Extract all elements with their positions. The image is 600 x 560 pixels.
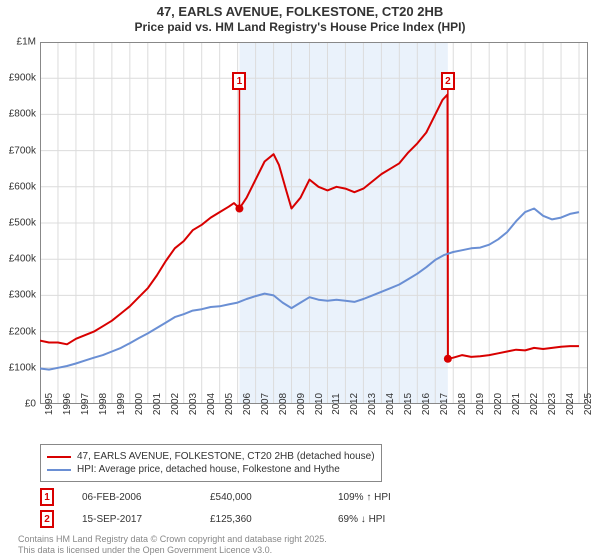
event-num: 2 [40, 510, 54, 528]
event-row: 2 15-SEP-2017 £125,360 69% ↓ HPI [40, 510, 458, 528]
event-pct: 109% ↑ HPI [338, 492, 458, 503]
legend-item: HPI: Average price, detached house, Folk… [47, 464, 375, 475]
x-axis-label: 2013 [363, 393, 378, 415]
chart-title: 47, EARLS AVENUE, FOLKESTONE, CT20 2HB [0, 4, 600, 19]
x-axis-label: 2010 [310, 393, 325, 415]
event-pct: 69% ↓ HPI [338, 514, 458, 525]
x-axis-label: 2003 [184, 393, 199, 415]
x-axis-label: 2004 [202, 393, 217, 415]
x-axis-label: 2014 [381, 393, 396, 415]
event-price: £540,000 [210, 492, 310, 503]
y-axis-label: £300k [9, 290, 40, 301]
x-axis-label: 2012 [345, 393, 360, 415]
plot-area: £0£100k£200k£300k£400k£500k£600k£700k£80… [40, 42, 588, 404]
event-date: 15-SEP-2017 [82, 514, 182, 525]
x-axis-label: 2000 [130, 393, 145, 415]
x-axis-label: 2001 [148, 393, 163, 415]
x-axis-label: 1996 [58, 393, 73, 415]
x-axis-label: 2009 [292, 393, 307, 415]
x-axis-label: 2021 [507, 393, 522, 415]
titles: 47, EARLS AVENUE, FOLKESTONE, CT20 2HB P… [0, 0, 600, 34]
legend-swatch [47, 469, 71, 471]
y-axis-label: £700k [9, 145, 40, 156]
x-axis-label: 2006 [238, 393, 253, 415]
y-axis-label: £200k [9, 326, 40, 337]
y-axis-label: £400k [9, 254, 40, 265]
event-table: 1 06-FEB-2006 £540,000 109% ↑ HPI 2 15-SEP-20… [40, 484, 458, 532]
footer-line-2: This data is licensed under the Open Gov… [18, 545, 272, 555]
x-axis-label: 2017 [435, 393, 450, 415]
legend-label: 47, EARLS AVENUE, FOLKESTONE, CT20 2HB (… [77, 451, 375, 462]
x-axis-label: 2018 [453, 393, 468, 415]
x-axis-label: 2016 [417, 393, 432, 415]
x-axis-label: 2005 [220, 393, 235, 415]
event-price: £125,360 [210, 514, 310, 525]
x-axis-label: 2008 [274, 393, 289, 415]
x-axis-label: 2019 [471, 393, 486, 415]
y-axis-label: £600k [9, 181, 40, 192]
legend-label: HPI: Average price, detached house, Folk… [77, 464, 340, 475]
x-axis-label: 2007 [256, 393, 271, 415]
y-axis-label: £1M [17, 37, 40, 48]
legend-item: 47, EARLS AVENUE, FOLKESTONE, CT20 2HB (… [47, 451, 375, 462]
event-marker-1: 1 [232, 72, 246, 90]
footer-line-1: Contains HM Land Registry data © Crown c… [18, 534, 327, 544]
x-axis-label: 1999 [112, 393, 127, 415]
x-axis-label: 2020 [489, 393, 504, 415]
y-axis-label: £100k [9, 362, 40, 373]
x-axis-label: 1998 [94, 393, 109, 415]
x-axis-label: 2023 [543, 393, 558, 415]
event-row: 1 06-FEB-2006 £540,000 109% ↑ HPI [40, 488, 458, 506]
event-marker-2: 2 [441, 72, 455, 90]
x-axis-label: 2002 [166, 393, 181, 415]
chart-subtitle: Price paid vs. HM Land Registry's House … [0, 20, 600, 34]
y-axis-label: £900k [9, 73, 40, 84]
x-axis-label: 1995 [40, 393, 55, 415]
x-axis-label: 1997 [76, 393, 91, 415]
event-num: 1 [40, 488, 54, 506]
event-date: 06-FEB-2006 [82, 492, 182, 503]
x-axis-label: 2022 [525, 393, 540, 415]
x-axis-label: 2024 [561, 393, 576, 415]
x-axis-label: 2015 [399, 393, 414, 415]
plot-svg [40, 42, 588, 404]
x-axis-label: 2011 [327, 393, 342, 415]
x-axis-label: 2025 [579, 393, 594, 415]
legend: 47, EARLS AVENUE, FOLKESTONE, CT20 2HB (… [40, 444, 382, 482]
legend-swatch [47, 456, 71, 458]
y-axis-label: £500k [9, 218, 40, 229]
y-axis-label: £0 [25, 399, 40, 410]
chart-container: 47, EARLS AVENUE, FOLKESTONE, CT20 2HB P… [0, 0, 600, 560]
y-axis-label: £800k [9, 109, 40, 120]
